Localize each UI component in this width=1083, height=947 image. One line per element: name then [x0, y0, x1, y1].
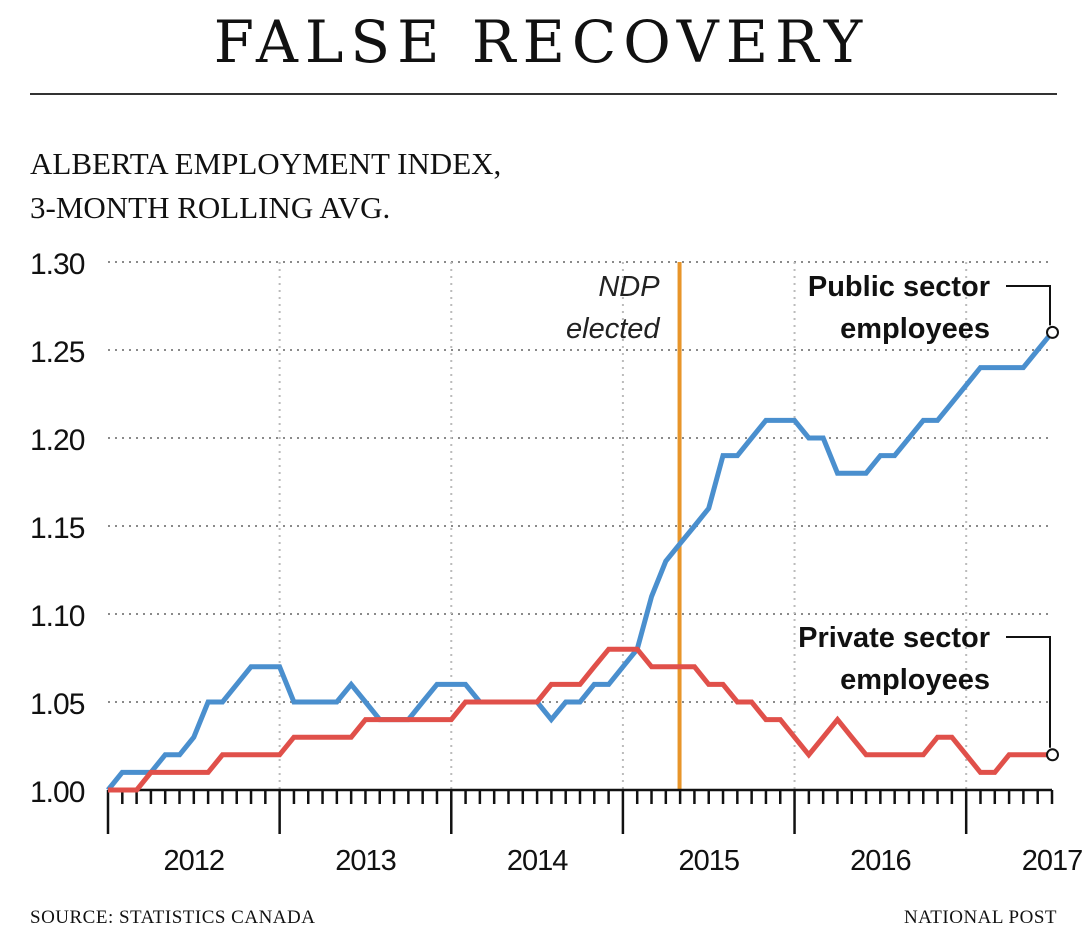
- source-note: SOURCE: STATISTICS CANADA: [30, 907, 316, 928]
- ndp-annotation-line-2: elected: [566, 313, 660, 345]
- y-tick-label: 1.25: [30, 336, 85, 369]
- series-end-marker: [1046, 748, 1059, 762]
- series-label-private-line-2: employees: [840, 664, 990, 696]
- ndp-annotation-line-1: NDP: [598, 271, 660, 303]
- series-end-marker: [1046, 325, 1059, 339]
- title-divider: [30, 93, 1057, 95]
- series-label-public-line-2: employees: [840, 313, 990, 345]
- subtitle-line-2: 3-MONTH ROLLING AVG.: [30, 190, 391, 225]
- series-line-private: [108, 646, 1052, 793]
- y-tick-label: 1.00: [30, 776, 85, 809]
- subtitle-line-1: ALBERTA EMPLOYMENT INDEX,: [30, 146, 502, 181]
- series-label-private-line-1: Private sector: [798, 622, 990, 654]
- publisher-credit: NATIONAL POST: [903, 907, 1057, 928]
- series-leader-line: [1006, 285, 1051, 326]
- y-tick-label: 1.30: [30, 248, 85, 281]
- x-tick-label: 2013: [335, 845, 396, 877]
- y-tick-label: 1.05: [30, 688, 85, 721]
- series-line-public: [106, 330, 1054, 792]
- x-tick-label: 2012: [164, 845, 225, 877]
- series-leader-line: [1006, 636, 1051, 748]
- x-tick-label: 2015: [678, 845, 739, 877]
- series-label-public-line-1: Public sector: [808, 271, 990, 303]
- chart-subtitle: ALBERTA EMPLOYMENT INDEX, 3-MONTH ROLLIN…: [30, 142, 501, 230]
- chart-title: FALSE RECOVERY: [213, 8, 870, 76]
- x-tick-label: 2017: [1022, 845, 1083, 877]
- x-tick-label: 2016: [850, 845, 911, 877]
- y-tick-label: 1.15: [30, 512, 85, 545]
- y-tick-label: 1.10: [30, 600, 85, 633]
- y-tick-label: 1.20: [30, 424, 85, 457]
- x-tick-label: 2014: [507, 845, 568, 877]
